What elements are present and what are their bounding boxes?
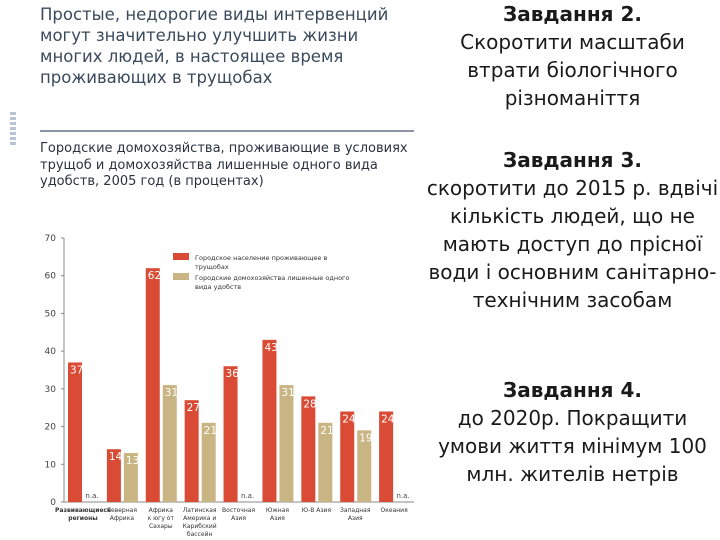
category-label: Азия [348, 515, 363, 522]
bar-slum [379, 411, 394, 502]
bar-slum [262, 339, 277, 502]
data-label: 28 [303, 398, 316, 410]
bar-amenity [162, 385, 177, 502]
bar-amenity [279, 385, 294, 502]
data-label: 13 [126, 455, 139, 467]
task-3: Завдання 3. скоротити до 2015 р. вдвічі … [425, 146, 720, 314]
y-tick-label: 30 [45, 385, 57, 395]
y-tick-label: 40 [45, 347, 57, 357]
data-label: 62 [148, 270, 161, 282]
missing-label: n.a. [397, 492, 410, 500]
data-label: 31 [165, 387, 178, 399]
y-tick-label: 10 [45, 460, 57, 470]
data-label: 19 [359, 432, 372, 444]
category-label: Карибский [183, 523, 217, 530]
legend-label: Городские домохозяйства лишенные одного [195, 274, 349, 282]
bar-slum [340, 411, 355, 502]
category-label: к югу от [148, 515, 175, 522]
bar-slum [145, 268, 160, 502]
y-tick-label: 0 [50, 498, 56, 508]
data-label: 24 [342, 413, 356, 425]
data-label: 24 [381, 413, 395, 425]
y-tick-label: 20 [45, 423, 57, 433]
chart-subtitle: Городские домохозяйства, проживающие в у… [40, 141, 408, 189]
data-label: 31 [281, 387, 294, 399]
task-2: Завдання 2. Скоротити масштаби втрати бі… [425, 0, 720, 112]
bar-amenity [201, 422, 216, 502]
bar-slum [223, 366, 238, 502]
legend-swatch [173, 273, 189, 280]
category-label: Северная [107, 507, 138, 514]
category-label: Азия [270, 515, 285, 522]
decorative-stripe [10, 112, 16, 146]
data-label: 43 [264, 342, 277, 354]
task-4-text: до 2020р. Покращити умови життя мінімум … [438, 406, 707, 486]
right-panel: Завдання 2. Скоротити масштаби втрати бі… [425, 0, 720, 540]
page-title: Простые, недорогие виды интервенций могу… [40, 5, 389, 87]
missing-label: n.a. [241, 492, 254, 500]
task-4-heading: Завдання 4. [503, 378, 642, 402]
task-3-text: скоротити до 2015 р. вдвічі кількість лю… [426, 176, 719, 312]
category-label: Латинская [183, 507, 217, 514]
bar-amenity [357, 430, 372, 502]
category-label: регионы [68, 515, 97, 522]
data-label: 14 [109, 451, 123, 463]
task-2-heading: Завдання 2. [503, 2, 642, 26]
task-2-text: Скоротити масштаби втрати біологічного р… [460, 30, 685, 110]
category-label: бассейн [187, 531, 213, 538]
missing-label: n.a. [85, 492, 98, 500]
data-label: 27 [187, 402, 200, 414]
bar-amenity [318, 422, 333, 502]
category-label: Восточная [222, 507, 255, 514]
category-label: Азия [231, 515, 246, 522]
task-4: Завдання 4. до 2020р. Покращити умови жи… [425, 376, 720, 488]
data-label: 21 [204, 425, 217, 437]
bar-slum [301, 396, 316, 502]
data-label: 36 [226, 368, 240, 380]
legend-label: Городское население проживающее в [195, 254, 327, 262]
bar-slum [106, 449, 121, 502]
bar-slum [68, 362, 82, 502]
category-label: Южная [266, 507, 289, 514]
legend-label: вида удобств [195, 283, 241, 291]
task-3-heading: Завдання 3. [503, 148, 642, 172]
y-tick-label: 60 [45, 272, 57, 282]
category-label: Западная [340, 507, 371, 514]
category-label: Африка [149, 507, 174, 514]
bar-slum [184, 400, 199, 502]
bar-amenity [123, 452, 138, 502]
left-panel: Простые, недорогие виды интервенций могу… [10, 5, 414, 538]
category-label: Сахары [149, 523, 173, 530]
category-label: Развивающиеся [55, 507, 111, 514]
data-label: 21 [320, 425, 333, 437]
category-label: Океания [381, 507, 409, 514]
data-label: 37 [70, 364, 83, 376]
category-label: Америка и [183, 515, 216, 522]
y-tick-label: 70 [45, 234, 57, 244]
category-label: Африка [110, 515, 135, 522]
bar-chart: 0 10 20 30 40 50 60 70 37 n.a. Развивающиесярегион… [45, 234, 414, 538]
category-label: Ю-В Азия [302, 507, 332, 514]
legend-swatch [173, 253, 189, 260]
y-tick-label: 50 [45, 309, 57, 319]
title-divider [40, 130, 414, 132]
legend-label: трущобах [195, 263, 229, 271]
